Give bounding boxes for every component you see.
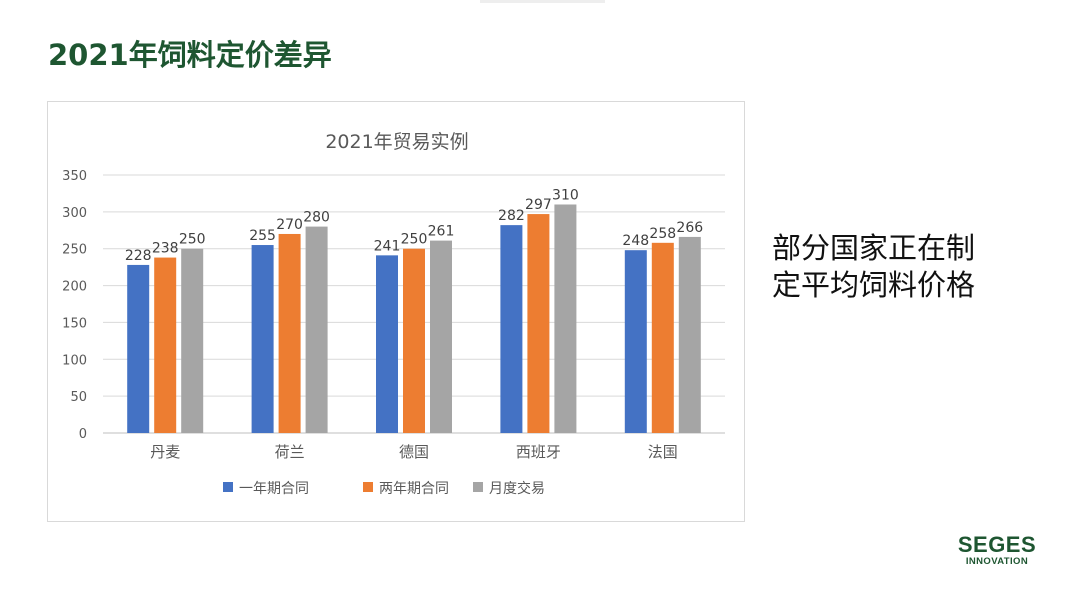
bar (127, 264, 150, 433)
x-tick-label: 德国 (399, 443, 429, 461)
data-label: 261 (428, 224, 455, 240)
data-label: 266 (676, 220, 703, 236)
y-tick-label: 250 (62, 243, 87, 258)
data-label: 250 (179, 232, 206, 248)
data-label: 282 (498, 208, 525, 224)
bar (430, 240, 452, 433)
data-label: 238 (152, 241, 179, 257)
side-note-line-1: 部分国家正在制 (772, 231, 976, 265)
data-label: 248 (622, 233, 649, 249)
bar (527, 214, 550, 433)
bar (554, 204, 577, 433)
data-label: 255 (249, 228, 276, 244)
legend-label: 一年期合同 (239, 481, 309, 497)
data-label: 270 (276, 217, 303, 233)
legend-swatch (473, 482, 483, 492)
logo-wordmark: SEGES (957, 532, 1037, 557)
y-tick-label: 100 (62, 353, 87, 368)
bar (376, 255, 398, 433)
bar (305, 226, 328, 433)
x-tick-label: 法国 (648, 443, 678, 461)
x-tick-label: 荷兰 (275, 443, 305, 461)
side-note-line-2: 定平均饲料价格 (772, 268, 976, 302)
y-tick-label: 300 (62, 206, 87, 221)
data-label: 228 (125, 248, 152, 264)
logo-subtitle: INNOVATION (965, 556, 1029, 567)
top-decoration (480, 0, 605, 3)
data-label: 241 (374, 238, 401, 254)
x-tick-label: 丹麦 (150, 443, 180, 461)
y-tick-label: 0 (79, 427, 87, 442)
y-tick-label: 50 (70, 390, 87, 405)
slide-title: 2021年饲料定价差异 (48, 38, 332, 72)
data-label: 280 (303, 210, 330, 226)
legend-swatch (223, 482, 233, 492)
legend-label: 两年期合同 (379, 481, 449, 497)
data-label: 297 (525, 197, 552, 213)
bar (624, 250, 647, 433)
bar (500, 225, 523, 433)
bar (181, 248, 204, 433)
data-label: 310 (552, 187, 579, 203)
y-tick-label: 200 (62, 280, 87, 295)
y-tick-label: 350 (62, 169, 87, 184)
bar (403, 248, 425, 433)
bar (678, 236, 701, 433)
chart-title: 2021年贸易实例 (325, 131, 468, 153)
bar (651, 242, 674, 433)
bar (251, 245, 274, 433)
side-note: 部分国家正在制 定平均饲料价格 (772, 230, 1032, 304)
bar (154, 257, 177, 433)
data-label: 258 (649, 226, 676, 242)
seges-logo: SEGES INNOVATION (957, 533, 1037, 567)
x-tick-label: 西班牙 (516, 443, 561, 461)
bar (278, 233, 301, 433)
legend-swatch (363, 482, 373, 492)
data-label: 250 (401, 232, 428, 248)
chart-container: 2021年贸易实例 0 50 100 150 200 250 300 350 228 238 250 丹… (47, 101, 745, 522)
legend-label: 月度交易 (489, 480, 545, 497)
y-tick-label: 150 (62, 316, 87, 331)
